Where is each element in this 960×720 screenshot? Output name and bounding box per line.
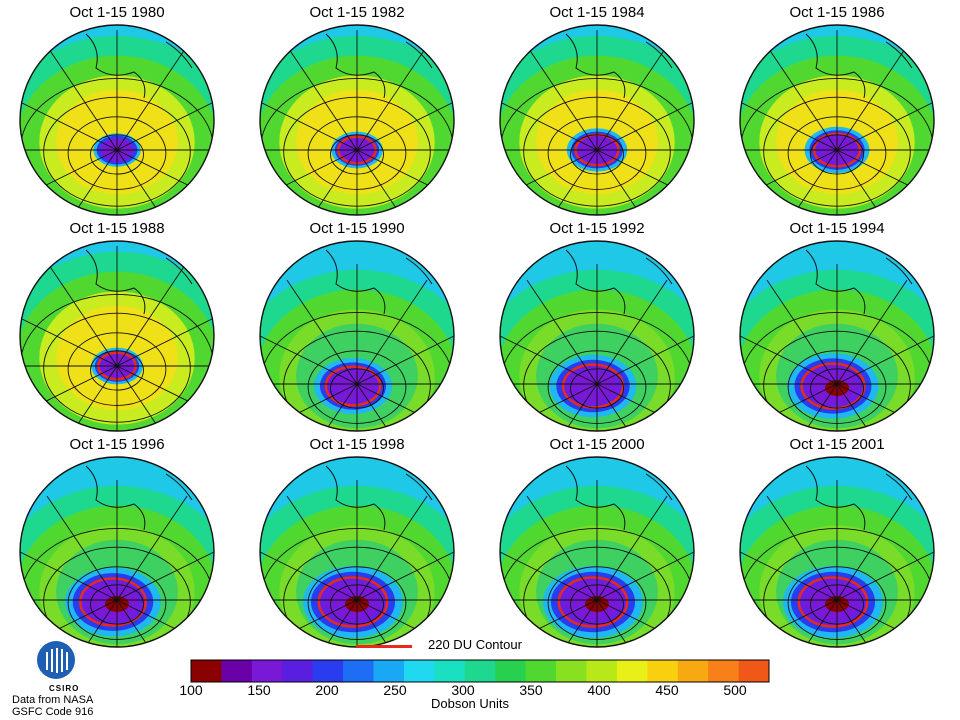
globe-panel: Oct 1-15 1984: [492, 4, 702, 219]
csiro-logo: [37, 641, 75, 679]
colorbar-swatch: [586, 660, 618, 682]
colorbar-tick-label: 400: [587, 682, 611, 698]
panel-title: Oct 1-15 1998: [309, 436, 405, 453]
ozone-globe-map: [499, 456, 695, 648]
colorbar: [190, 659, 770, 683]
colorbar-tick-label: 300: [451, 682, 475, 698]
colorbar-tick-label: 450: [655, 682, 679, 698]
panel-title: Oct 1-15 1996: [69, 436, 165, 453]
panel-title: Oct 1-15 1980: [69, 4, 165, 21]
contour-legend-label: 220 DU Contour: [428, 637, 522, 652]
colorbar-tick-label: 350: [519, 682, 543, 698]
panel-title: Oct 1-15 1986: [789, 4, 885, 21]
colorbar-swatch: [434, 660, 466, 682]
globe-panel: Oct 1-15 1994: [732, 220, 942, 435]
panel-title: Oct 1-15 1984: [549, 4, 645, 21]
globe-panel: Oct 1-15 1980: [12, 4, 222, 219]
colorbar-swatch: [616, 660, 648, 682]
source-line-2: GSFC Code 916: [12, 706, 94, 718]
colorbar-swatch: [221, 660, 253, 682]
ozone-globe-map: [739, 456, 935, 648]
contour-legend-line: [356, 645, 412, 648]
colorbar-tick-label: 100: [179, 682, 203, 698]
source-line-1: Data from NASA: [12, 694, 94, 706]
colorbar-swatch: [403, 660, 435, 682]
colorbar-swatch: [464, 660, 496, 682]
ozone-globe-map: [259, 456, 455, 648]
ozone-globe-map: [19, 240, 215, 432]
ozone-globe-map: [499, 240, 695, 432]
colorbar-tick-label: 200: [315, 682, 339, 698]
colorbar-swatch: [312, 660, 344, 682]
globe-panel: Oct 1-15 1990: [252, 220, 462, 435]
ozone-globe-map: [499, 24, 695, 216]
ozone-globe-map: [19, 456, 215, 648]
colorbar-swatch: [495, 660, 527, 682]
globe-panel: Oct 1-15 1998: [252, 436, 462, 651]
colorbar-swatch: [282, 660, 314, 682]
colorbar-swatch: [738, 660, 770, 682]
ozone-globe-map: [259, 240, 455, 432]
panel-title: Oct 1-15 1988: [69, 220, 165, 237]
globe-panel: Oct 1-15 1988: [12, 220, 222, 435]
globe-panel: Oct 1-15 1982: [252, 4, 462, 219]
colorbar-tick-label: 250: [383, 682, 407, 698]
panel-title: Oct 1-15 1982: [309, 4, 405, 21]
colorbar-tick-label: 150: [247, 682, 271, 698]
globe-panel: Oct 1-15 2001: [732, 436, 942, 651]
panel-title: Oct 1-15 2001: [789, 436, 885, 453]
data-source: Data from NASA GSFC Code 916: [12, 694, 93, 718]
colorbar-swatch: [373, 660, 405, 682]
ozone-globe-map: [739, 24, 935, 216]
panel-title: Oct 1-15 1990: [309, 220, 405, 237]
colorbar-units-label: Dobson Units: [430, 696, 510, 711]
globe-panel: Oct 1-15 1992: [492, 220, 702, 435]
globe-panel: Oct 1-15 2000: [492, 436, 702, 651]
panel-title: Oct 1-15 1992: [549, 220, 645, 237]
colorbar-swatch: [708, 660, 740, 682]
ozone-globe-map: [739, 240, 935, 432]
colorbar-swatch: [525, 660, 557, 682]
colorbar-tick-label: 500: [723, 682, 747, 698]
panel-title: Oct 1-15 2000: [549, 436, 645, 453]
colorbar-swatch: [343, 660, 375, 682]
logo-text: CSIRO: [49, 684, 80, 693]
ozone-globe-map: [19, 24, 215, 216]
globe-panel: Oct 1-15 1986: [732, 4, 942, 219]
colorbar-swatch: [677, 660, 709, 682]
globe-panel: Oct 1-15 1996: [12, 436, 222, 651]
colorbar-swatch: [251, 660, 283, 682]
colorbar-swatch: [556, 660, 587, 682]
panel-title: Oct 1-15 1994: [789, 220, 885, 237]
colorbar-swatch: [647, 660, 679, 682]
colorbar-swatch: [191, 660, 222, 682]
ozone-globe-map: [259, 24, 455, 216]
